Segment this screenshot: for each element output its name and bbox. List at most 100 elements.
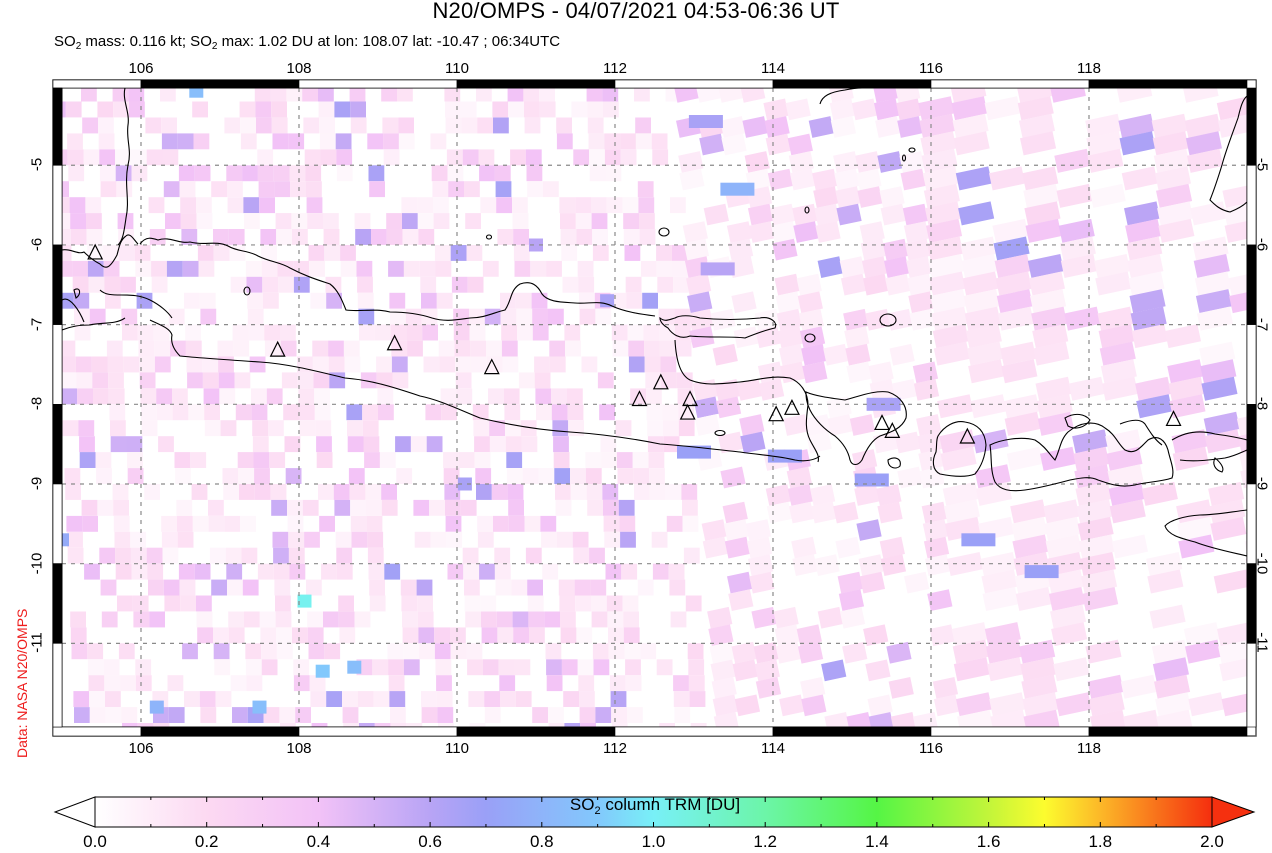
frame-bar-bottom [930, 726, 1090, 737]
coastlines [62, 88, 1247, 557]
frame-bar-top [772, 79, 932, 89]
so2-pixel [149, 700, 164, 714]
volcano-icon [768, 405, 785, 422]
frame-bar-bottom [614, 726, 774, 737]
so2-pixel [347, 660, 362, 674]
frame-bar-right [1246, 643, 1257, 728]
x-tick-label-bottom: 110 [445, 740, 469, 757]
subtitle-so: SO [54, 33, 76, 50]
colorbar-over-arrow [1211, 796, 1256, 828]
colorbar-title-sub: 2 [594, 805, 601, 817]
x-tick-label-top: 114 [761, 60, 785, 77]
subtitle-sub2: 2 [211, 41, 218, 52]
frame-bar-top [140, 79, 300, 89]
frame-bar-top [930, 79, 1090, 89]
colorbar-title-rest: column TRM [DU] [600, 795, 741, 814]
x-tick-label-top: 106 [128, 60, 154, 77]
gridlines [62, 88, 1247, 727]
so2-pixel [600, 294, 615, 308]
frame-bar-left [52, 483, 63, 564]
so2-pixel [700, 262, 735, 276]
so2-pixel [854, 473, 889, 487]
frame-bar-top [1088, 79, 1248, 89]
y-tick-label-right: -5 [1253, 158, 1271, 172]
colorbar-title: SO2 column TRM [DU] [0, 795, 1272, 817]
y-tick-label-left: -9 [28, 476, 46, 491]
frame-bar-bottom [52, 726, 142, 737]
colorbar-tick-label: 0.8 [529, 832, 554, 851]
frame-bar-left [52, 643, 63, 728]
frame-bar-top [456, 79, 616, 89]
frame-bar-top [614, 79, 774, 89]
so2-pixel [315, 664, 330, 678]
x-tick-label-top: 116 [919, 60, 943, 77]
frame-bar-left [52, 324, 63, 405]
frame-bar-bottom [298, 726, 458, 737]
so2-pixel [297, 594, 312, 608]
colorbar-tick-label: 1.0 [641, 832, 666, 851]
colorbar-tick-label: 1.8 [1088, 832, 1113, 851]
so2-pixel [677, 445, 711, 459]
volcano-icon [483, 358, 500, 375]
colorbar-tick-label: 1.4 [865, 832, 889, 851]
volcano-icon [652, 373, 669, 390]
so2-pixel [189, 88, 204, 98]
y-tick-label-left: -6 [28, 237, 46, 252]
volcano-icon [682, 390, 699, 407]
chart-subtitle: SO2 mass: 0.116 kt; SO2 max: 1.02 DU at … [54, 33, 560, 52]
x-tick-label-bottom: 112 [603, 740, 627, 757]
colorbar-under-arrow [53, 796, 96, 828]
x-tick-label-top: 110 [445, 60, 469, 77]
so2-pixel [457, 477, 472, 491]
subtitle-rest: max: 1.02 DU at lon: 108.07 lat: -10.47 … [217, 33, 561, 50]
so2-pixel [62, 533, 69, 547]
so2-pixel [720, 182, 755, 196]
x-tick-label-bottom: 116 [919, 740, 943, 757]
colorbar [53, 796, 1256, 828]
x-tick-label-top: 112 [603, 60, 627, 77]
y-tick-label-right: -7 [1253, 317, 1271, 331]
y-tick-label-right: -11 [1253, 632, 1271, 654]
frame-bar-left [52, 164, 63, 246]
frame-bar-left [52, 404, 63, 485]
volcano-icon [631, 390, 648, 407]
colorbar-tick-label: 0.4 [306, 832, 331, 851]
x-tick-label-bottom: 118 [1077, 740, 1101, 757]
chart-title: N20/OMPS - 04/07/2021 04:53-06:36 UT [432, 0, 840, 23]
frame-bar-left [52, 244, 63, 325]
map-frame [52, 79, 1257, 737]
colorbar-tick-label: 2.0 [1200, 832, 1224, 851]
volcano-icon [269, 340, 286, 357]
y-tick-label-right: -6 [1253, 237, 1271, 252]
volcano-icon [884, 422, 901, 439]
so2-pixel [1024, 565, 1059, 579]
colorbar-tick-label: 0.0 [83, 832, 107, 851]
y-tick-label-left: -5 [28, 158, 46, 172]
colorbar-tick-label: 1.2 [753, 832, 778, 851]
volcano-icon [386, 334, 403, 351]
y-tick-label-left: -8 [28, 397, 46, 411]
y-tick-label-left: -10 [28, 552, 46, 574]
x-tick-label-top: 108 [286, 60, 312, 77]
subtitle-mass: mass: 0.116 kt; SO [81, 33, 212, 50]
colorbar-ticks [150, 797, 1157, 827]
subtitle-sub: 2 [75, 41, 82, 52]
frame-bar-top [52, 79, 142, 89]
so2-pixel [688, 115, 723, 128]
frame-bar-left [52, 87, 63, 166]
y-tick-label-right: -8 [1253, 397, 1271, 411]
so2-pixel [529, 238, 543, 252]
volcano-icon [679, 403, 696, 420]
frame-bar-bottom [140, 726, 300, 737]
colorbar-title-so: SO [569, 795, 595, 814]
so2-pixel-layer [62, 88, 1247, 727]
y-tick-label-right: -9 [1253, 476, 1271, 491]
x-tick-label-bottom: 106 [128, 740, 154, 757]
frame-bar-top [298, 79, 458, 89]
volcano-markers [87, 243, 1182, 444]
x-tick-label-bottom: 108 [286, 740, 312, 757]
y-tick-label-left: -7 [28, 317, 46, 331]
x-tick-label-top: 118 [1077, 60, 1101, 77]
so2-pixel [961, 533, 996, 547]
